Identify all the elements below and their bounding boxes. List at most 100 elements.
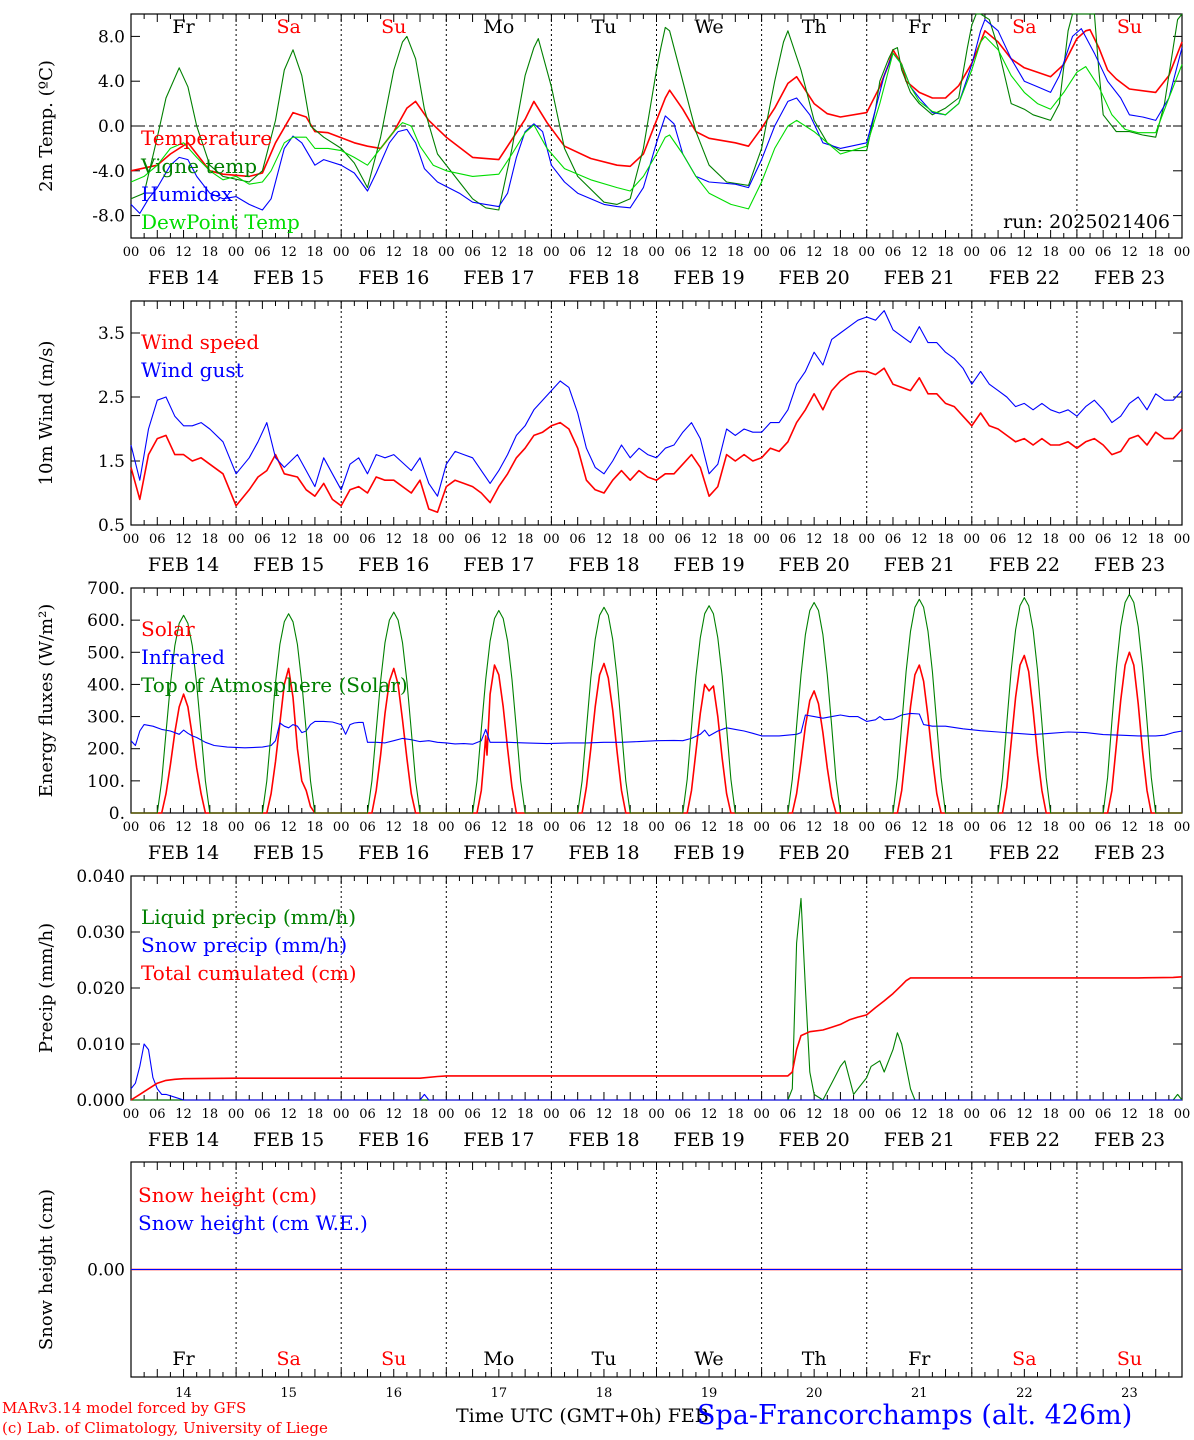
hour-tick-label: 12	[701, 532, 718, 547]
day-label: FEB 15	[253, 842, 324, 864]
legend-entry: Infrared	[141, 645, 225, 669]
hour-tick-label: 00	[228, 532, 245, 547]
hour-tick-label: 00	[1174, 1107, 1191, 1122]
day-label: FEB 18	[568, 554, 639, 576]
hour-tick-label: 00	[333, 820, 350, 835]
hour-tick-label: 12	[911, 820, 928, 835]
y-tick-label: 0.5	[98, 516, 125, 536]
hour-tick-label: 12	[491, 532, 508, 547]
legend-entry: Liquid precip (mm/h)	[141, 905, 356, 929]
hour-tick-label: 00	[543, 532, 560, 547]
y-axis-label: 2m Temp. (ºC)	[36, 60, 57, 192]
hour-tick-label: 12	[175, 532, 192, 547]
day-label: FEB 18	[568, 842, 639, 864]
hour-tick-label: 06	[885, 532, 902, 547]
hour-tick-label: 12	[280, 245, 297, 260]
hour-tick-label: 00	[753, 1107, 770, 1122]
legend-entry: Top of Atmosphere (Solar)	[141, 673, 408, 697]
hour-tick-label: 12	[1016, 1107, 1033, 1122]
hour-tick-label: 00	[964, 820, 981, 835]
hour-tick-label: 12	[280, 820, 297, 835]
hour-tick-label: 00	[123, 245, 140, 260]
hour-tick-label: 18	[1042, 1107, 1059, 1122]
hour-tick-label: 12	[911, 532, 928, 547]
series-line	[130, 712, 1183, 749]
legend-entry: Vigne temp	[140, 154, 257, 178]
day-label: FEB 19	[673, 842, 744, 864]
y-tick-label: 0.040	[76, 867, 125, 887]
hour-tick-label: 00	[333, 1107, 350, 1122]
hour-tick-label: 06	[885, 245, 902, 260]
y-tick-label: 0.	[109, 804, 125, 824]
hour-tick-label: 12	[491, 245, 508, 260]
hour-tick-label: 18	[1042, 820, 1059, 835]
weekday-label: Fr	[908, 16, 931, 38]
hour-tick-label: 00	[964, 532, 981, 547]
hour-tick-label: 12	[806, 245, 823, 260]
weekday-label: Fr	[172, 16, 195, 38]
hour-tick-label: 18	[307, 532, 324, 547]
day-label: FEB 22	[989, 842, 1060, 864]
hour-tick-label: 06	[675, 820, 692, 835]
y-tick-label: 0.0	[98, 117, 125, 137]
day-label: FEB 17	[463, 1129, 534, 1151]
y-tick-label: 8.0	[98, 27, 125, 47]
hour-tick-label: 18	[1042, 245, 1059, 260]
day-label: FEB 15	[253, 554, 324, 576]
hour-tick-label: 06	[359, 1107, 376, 1122]
day-label: FEB 22	[989, 554, 1060, 576]
day-label: FEB 17	[463, 842, 534, 864]
hour-tick-label: 06	[254, 820, 271, 835]
hour-tick-label: 18	[202, 245, 219, 260]
hour-tick-label: 06	[780, 820, 797, 835]
day-label: FEB 16	[358, 842, 429, 864]
hour-tick-label: 00	[858, 820, 875, 835]
day-label: FEB 17	[463, 267, 534, 289]
day-label: FEB 23	[1094, 267, 1165, 289]
hour-tick-label: 06	[359, 532, 376, 547]
hour-tick-label: 00	[123, 532, 140, 547]
y-tick-label: -8.0	[92, 207, 125, 227]
hour-tick-label: 12	[806, 1107, 823, 1122]
weekday-label: Sa	[276, 1348, 300, 1370]
day-number-label: 15	[280, 1386, 297, 1401]
hour-tick-label: 12	[175, 1107, 192, 1122]
y-tick-label: 1.5	[98, 452, 125, 472]
y-tick-label: 0.030	[76, 923, 125, 943]
y-tick-label: 0.00	[87, 1261, 125, 1281]
hour-tick-label: 12	[385, 532, 402, 547]
hour-tick-label: 18	[307, 820, 324, 835]
series-line	[131, 593, 1182, 814]
hour-tick-label: 12	[1121, 820, 1138, 835]
hour-tick-label: 18	[622, 820, 639, 835]
hour-tick-label: 18	[832, 532, 849, 547]
time-axis-title: Time UTC (GMT+0h) FEB	[456, 1405, 709, 1427]
hour-tick-label: 18	[937, 820, 954, 835]
station-title: Spa-Francorchamps (alt. 426m)	[697, 1400, 1133, 1431]
hour-tick-label: 18	[412, 532, 429, 547]
series-line	[130, 367, 1183, 514]
hour-tick-label: 06	[990, 532, 1007, 547]
weekday-label: Mo	[483, 1348, 514, 1370]
series-line	[131, 897, 1183, 1101]
hour-tick-label: 06	[1095, 532, 1112, 547]
hour-tick-label: 18	[622, 1107, 639, 1122]
hour-tick-label: 06	[464, 1107, 481, 1122]
hour-tick-label: 18	[307, 245, 324, 260]
legend-entry: Temperature	[141, 126, 272, 150]
hour-tick-label: 12	[491, 820, 508, 835]
hour-tick-label: 00	[123, 820, 140, 835]
run-annotation: run: 2025021406	[1003, 211, 1170, 233]
hour-tick-label: 06	[675, 245, 692, 260]
day-label: FEB 22	[989, 1129, 1060, 1151]
y-tick-label: 0.000	[76, 1091, 125, 1111]
series-line	[130, 19, 1183, 214]
weekday-label: Mo	[483, 16, 514, 38]
hour-tick-label: 12	[596, 820, 613, 835]
hour-tick-label: 18	[412, 245, 429, 260]
hour-tick-label: 06	[1095, 820, 1112, 835]
hour-tick-label: 12	[385, 820, 402, 835]
hour-tick-label: 00	[648, 245, 665, 260]
hour-tick-label: 18	[202, 532, 219, 547]
